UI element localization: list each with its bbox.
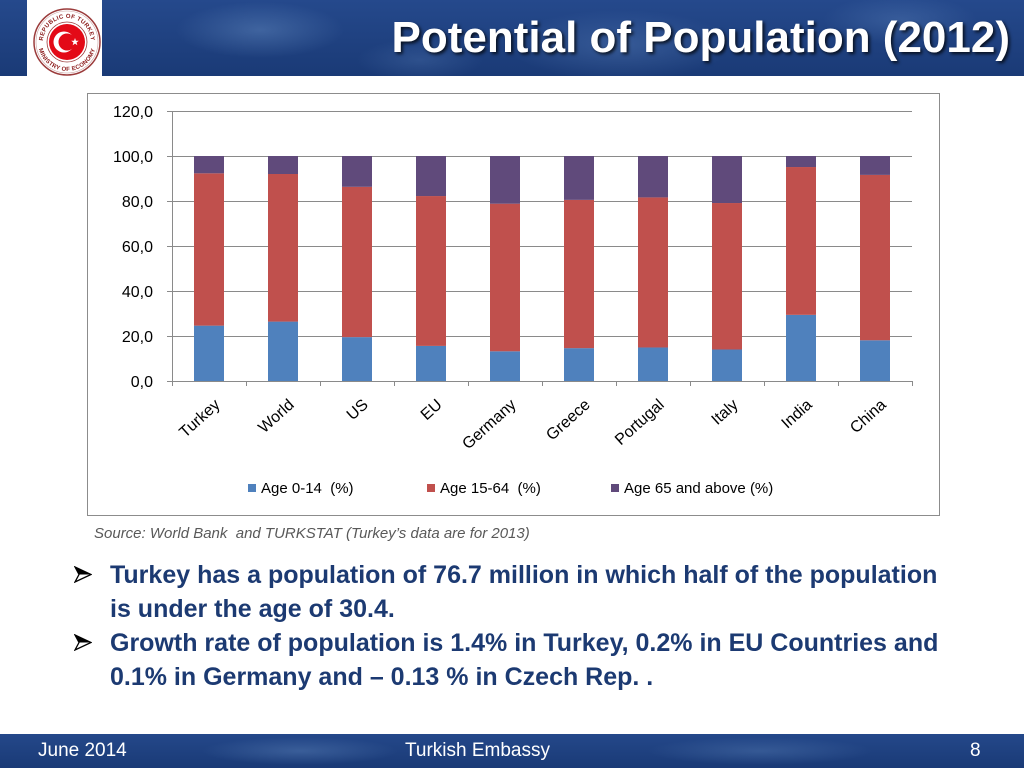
bar-us-age-0-14 (342, 337, 372, 381)
bar-germany-age-0-14 (490, 351, 520, 381)
bar-china-age-15-64 (860, 174, 890, 341)
bar-portugal-age-65-and-above (638, 156, 668, 198)
bar-india-age-0-14 (786, 314, 816, 381)
x-tick-label-eu: EU (418, 396, 446, 424)
arrow-bullet-icon (74, 634, 92, 651)
legend-label: Age 0-14 (%) (261, 479, 354, 497)
bar-germany-age-65-and-above (490, 156, 520, 204)
population-stacked-bar-chart: 0,0 20,0 40,0 60,0 80,0 100,0 120,0 Turkey World… (113, 104, 913, 453)
bar-italy-age-15-64 (712, 203, 742, 350)
bar-world-age-15-64 (268, 174, 298, 322)
footer-bar: June 2014 Turkish Embassy 8 (0, 734, 1024, 768)
x-tick-label-germany: Germany (459, 396, 519, 453)
x-tick-label-turkey: Turkey (176, 396, 223, 441)
bar-turkey-age-15-64 (194, 173, 224, 326)
legend-label: Age 65 and above (%) (624, 479, 774, 497)
legend-item-age-15-64: Age 15-64 (%) (427, 479, 541, 497)
x-tick-label-us: US (344, 396, 372, 424)
bar-eu-age-0-14 (416, 345, 446, 381)
bar-eu-age-65-and-above (416, 156, 446, 197)
footer-organization: Turkish Embassy (405, 740, 550, 761)
y-tick-label: 0,0 (131, 374, 153, 391)
bar-turkey-age-65-and-above (194, 156, 224, 174)
y-tick-label: 80,0 (122, 194, 153, 211)
bar-eu-age-15-64 (416, 196, 446, 346)
legend-swatch-age-0-14 (248, 484, 256, 492)
bullet-text: Turkey has a population of 76.7 million … (110, 561, 938, 623)
bar-china-age-0-14 (860, 340, 890, 381)
slide-title: Potential of Population (2012) (391, 13, 1011, 62)
y-tick-label: 40,0 (122, 284, 153, 301)
title-bar: REPUBLIC OF TURKEY MINISTRY OF ECONOMY P… (0, 0, 1024, 76)
bar-italy-age-0-14 (712, 349, 742, 381)
legend-swatch-age-65-and-above (611, 484, 619, 492)
source-note: Source: World Bank and TURKSTAT (Turkey’… (94, 525, 530, 542)
bar-portugal-age-15-64 (638, 197, 668, 348)
bullet-item: Turkey has a population of 76.7 million … (74, 558, 958, 626)
y-tick-label: 100,0 (113, 149, 153, 166)
legend-item-age-65-and-above: Age 65 and above (%) (611, 479, 773, 497)
x-tick-label-world: World (255, 396, 297, 436)
bar-germany-age-15-64 (490, 203, 520, 352)
crescent-star-icon (49, 24, 85, 60)
bar-india-age-15-64 (786, 167, 816, 315)
bullet-item: Growth rate of population is 1.4% in Tur… (74, 626, 958, 694)
chart-frame: 0,0 20,0 40,0 60,0 80,0 100,0 120,0 Turkey World… (87, 93, 940, 516)
x-tick-label-china: China (847, 396, 890, 437)
bar-greece-age-15-64 (564, 199, 594, 349)
bullet-text: Growth rate of population is 1.4% in Tur… (110, 629, 939, 691)
page-number: 8 (970, 740, 981, 761)
bar-italy-age-65-and-above (712, 156, 742, 204)
x-tick-label-greece: Greece (543, 396, 593, 444)
bar-us-age-65-and-above (342, 156, 372, 187)
y-tick-label: 60,0 (122, 239, 153, 256)
footer-date: June 2014 (38, 740, 127, 761)
bar-world-age-0-14 (268, 321, 298, 381)
bar-portugal-age-0-14 (638, 347, 668, 381)
y-tick-label: 120,0 (113, 104, 153, 121)
bar-greece-age-0-14 (564, 348, 594, 381)
legend-item-age-0-14: Age 0-14 (%) (248, 479, 354, 497)
bar-world-age-65-and-above (268, 156, 298, 174)
x-tick-label-portugal: Portugal (612, 396, 668, 449)
bullet-list: Turkey has a population of 76.7 million … (74, 558, 958, 694)
logo-box: REPUBLIC OF TURKEY MINISTRY OF ECONOMY (27, 0, 102, 76)
bar-india-age-65-and-above (786, 156, 816, 168)
ministry-seal-logo: REPUBLIC OF TURKEY MINISTRY OF ECONOMY (33, 8, 101, 76)
y-tick-label: 20,0 (122, 329, 153, 346)
legend-swatch-age-15-64 (427, 484, 435, 492)
bar-us-age-15-64 (342, 186, 372, 338)
legend-label: Age 15-64 (%) (440, 479, 541, 497)
bar-turkey-age-0-14 (194, 325, 224, 381)
bar-greece-age-65-and-above (564, 156, 594, 200)
x-tick-label-india: India (779, 396, 816, 432)
bar-china-age-65-and-above (860, 156, 890, 175)
x-tick-label-italy: Italy (708, 396, 741, 428)
arrow-bullet-icon (74, 566, 92, 583)
